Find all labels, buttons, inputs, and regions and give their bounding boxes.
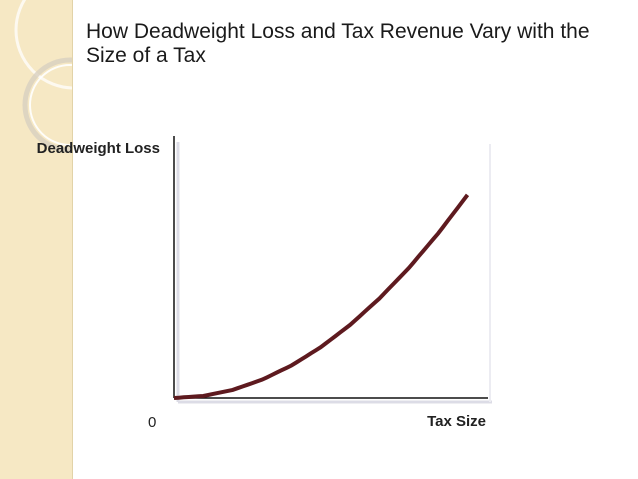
y-axis-label: Deadweight Loss [36,140,160,157]
axes-shadow [176,142,492,404]
slide-sidebar-decoration [0,0,73,479]
chart-axes [173,136,488,399]
slide-title: How Deadweight Loss and Tax Revenue Vary… [86,20,590,67]
x-axis-origin-label: 0 [148,414,157,431]
decorative-rings [14,0,72,153]
decorative-ring [14,0,72,90]
x-axis-label: Tax Size [427,413,486,430]
decorative-ring [29,64,72,146]
decorative-ring [22,57,72,153]
deadweight-loss-curve [173,193,470,400]
chart-series [173,193,470,400]
